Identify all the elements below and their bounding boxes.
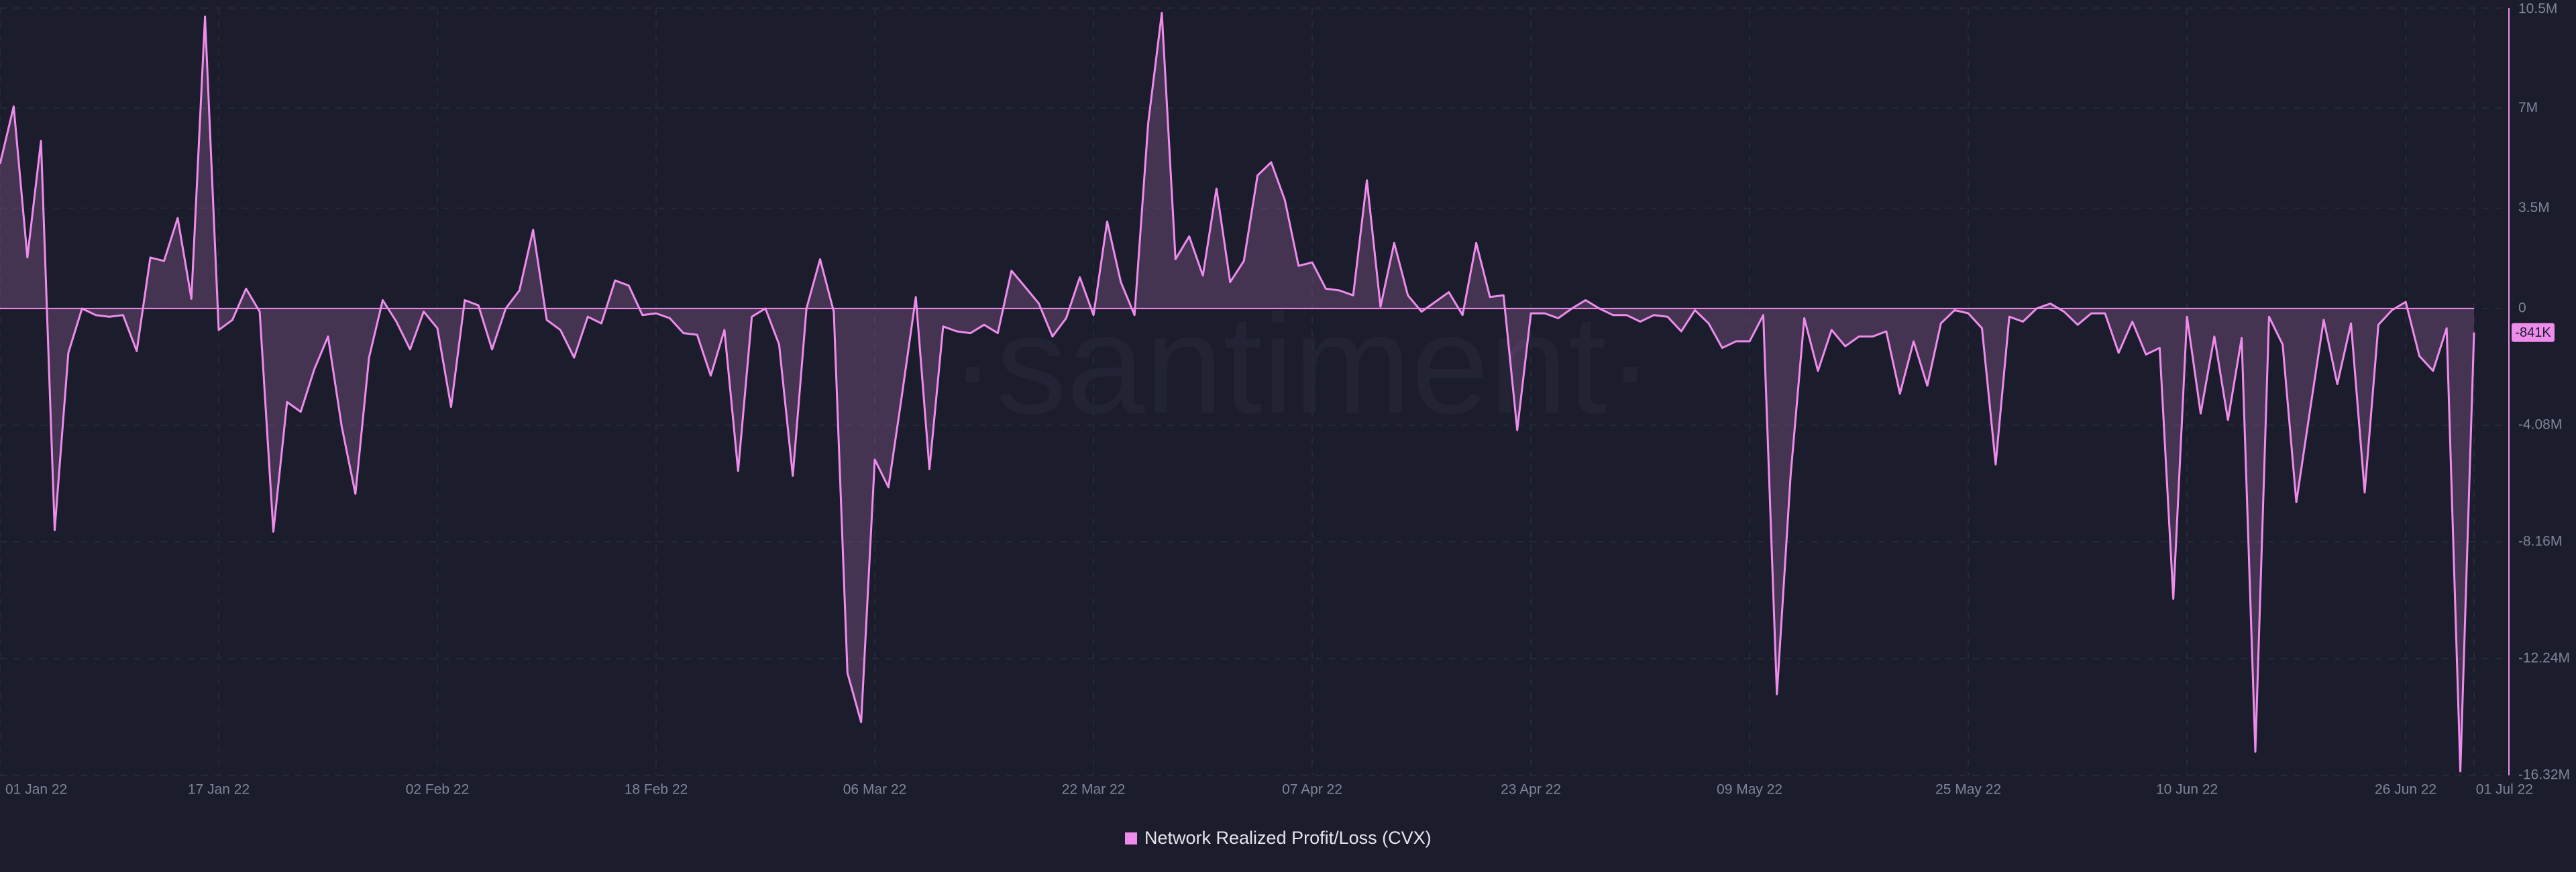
legend-item: Network Realized Profit/Loss (CVX) (1125, 828, 1432, 848)
x-tick-label: 07 Apr 22 (1282, 782, 1342, 798)
x-tick-label: 23 Apr 22 (1501, 782, 1561, 798)
x-tick-label: 02 Feb 22 (406, 782, 470, 798)
legend-label: Network Realized Profit/Loss (CVX) (1144, 828, 1432, 848)
x-tick-label: 09 May 22 (1717, 782, 1782, 798)
last-value-badge (2512, 323, 2555, 342)
x-tick-label: 01 Jul 22 (2476, 782, 2533, 798)
x-tick-label: 01 Jan 22 (5, 782, 67, 798)
x-tick-label: 06 Mar 22 (843, 782, 907, 798)
x-tick-label: 25 May 22 (1935, 782, 2001, 798)
y-tick-label: 7M (2518, 100, 2538, 115)
series-line (0, 11, 2475, 773)
y-tick-label: 0 (2518, 300, 2526, 315)
y-tick-label: -16.32M (2518, 767, 2570, 783)
legend-swatch (1125, 832, 1137, 844)
x-tick-label: 18 Feb 22 (625, 782, 688, 798)
x-tick-label: 10 Jun 22 (2156, 782, 2218, 798)
watermark: ·santiment· (949, 285, 1654, 443)
y-tick-label: -4.08M (2518, 417, 2562, 432)
y-tick-label: -12.24M (2518, 651, 2570, 666)
y-tick-label: 3.5M (2518, 200, 2550, 215)
x-tick-label: 26 Jun 22 (2375, 782, 2436, 798)
x-tick-label: 17 Jan 22 (188, 782, 250, 798)
x-tick-label: 22 Mar 22 (1062, 782, 1126, 798)
y-tick-label: -8.16M (2518, 533, 2562, 549)
y-tick-label: 10.5M (2518, 1, 2557, 17)
last-value-label: -841K (2515, 325, 2551, 340)
